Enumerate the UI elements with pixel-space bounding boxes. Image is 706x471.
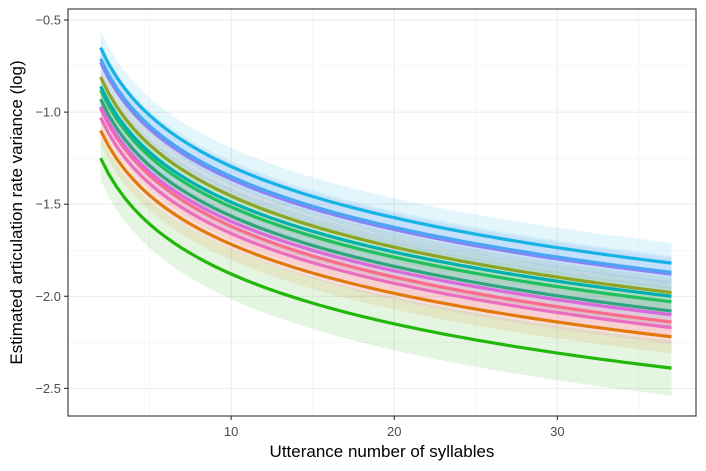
confidence-band-4 — [100, 95, 672, 337]
confidence-band-6 — [100, 86, 672, 326]
series-line-2 — [99, 129, 672, 339]
series-lines — [99, 46, 672, 370]
series-line-1 — [99, 157, 672, 370]
x-tick-label: 30 — [550, 424, 564, 439]
y-tick-label: −0.5 — [35, 13, 61, 28]
series-line-9 — [99, 76, 672, 295]
x-axis-ticks: 10 20 30 — [224, 416, 565, 439]
x-axis-title: Utterance number of syllables — [270, 442, 495, 461]
series-line-6 — [99, 98, 672, 313]
x-tick-label: 20 — [387, 424, 401, 439]
series-line-10 — [99, 61, 672, 276]
series-line-4 — [99, 107, 672, 324]
series-line-11 — [99, 58, 672, 274]
x-tick-label: 10 — [224, 424, 238, 439]
confidence-band-1 — [100, 136, 672, 396]
confidence-band-9 — [100, 64, 672, 308]
series-line-5 — [99, 105, 672, 317]
series-line-8 — [99, 85, 672, 298]
series-line-7 — [99, 89, 672, 304]
grid-lines — [68, 9, 696, 416]
y-tick-label: −2.0 — [35, 289, 61, 304]
series-line-3 — [99, 116, 672, 330]
y-tick-label: −1.5 — [35, 197, 61, 212]
y-tick-label: −2.5 — [35, 381, 61, 396]
y-tick-label: −1.0 — [35, 105, 61, 120]
plot-panel-border — [67, 8, 697, 417]
y-axis-ticks: −2.5 −2.0 −1.5 −1.0 −0.5 — [35, 13, 68, 396]
y-axis-title: Estimated articulation rate variance (lo… — [7, 60, 26, 364]
series-line-12 — [99, 46, 672, 265]
